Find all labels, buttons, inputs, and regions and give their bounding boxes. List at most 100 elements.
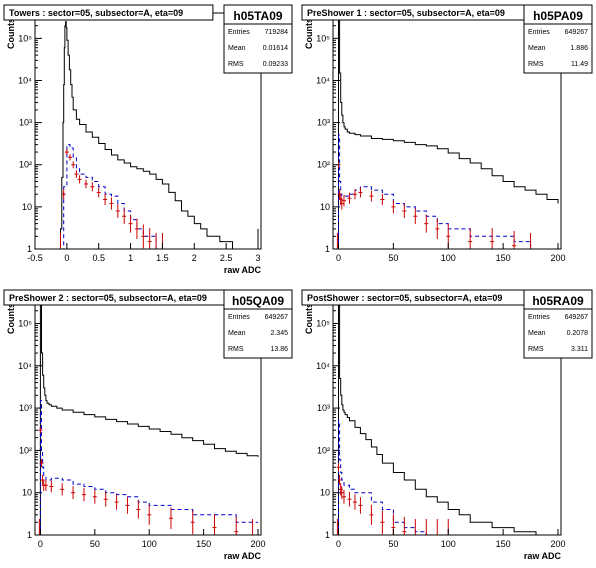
series-line xyxy=(333,293,558,536)
stats-value: 0.2078 xyxy=(567,330,589,337)
x-axis-title: raw ADC xyxy=(224,551,262,561)
x-tick-label: 150 xyxy=(496,253,511,263)
x-tick-label: 50 xyxy=(388,539,398,549)
stats-value: 649267 xyxy=(265,314,288,321)
y-tick-label: 10³ xyxy=(317,403,330,413)
x-tick-label: 200 xyxy=(550,253,565,263)
y-tick-label: 10 xyxy=(320,488,330,498)
y-tick-label: 10⁵ xyxy=(316,33,330,43)
histogram-name: h05RA09 xyxy=(532,294,584,308)
y-tick-label: 1 xyxy=(325,244,330,254)
series-1 xyxy=(333,8,559,250)
stats-box xyxy=(523,4,593,74)
histogram-panel-1: -0.5 0 0.5 1 1.5 2 2.5 3 1 10 10² 10³ 10⁴ 10⁵ raw ADC C… xyxy=(3,4,293,275)
y-tick-label: 10⁵ xyxy=(18,33,32,43)
series-line xyxy=(35,21,259,250)
series-1 xyxy=(35,295,259,536)
stats-label: RMS xyxy=(528,61,544,68)
y-tick-label: 10⁴ xyxy=(18,361,32,371)
x-tick-label: 0 xyxy=(64,253,69,263)
histogram-name: h05QA09 xyxy=(232,294,284,308)
y-tick-label: 10⁴ xyxy=(316,75,330,85)
x-tick-label: 200 xyxy=(550,539,565,549)
y-axis-title: Counts xyxy=(6,18,16,49)
stats-value: 2.345 xyxy=(270,330,288,337)
y-tick-label: 10 xyxy=(22,488,32,498)
stats-box xyxy=(523,289,593,359)
stats-label: Entries xyxy=(528,314,550,321)
stats-value: 649267 xyxy=(565,29,588,36)
x-tick-label: 0 xyxy=(38,539,43,549)
y-tick-label: 10 xyxy=(320,202,330,212)
series-3 xyxy=(335,463,451,536)
x-tick-label: 150 xyxy=(496,539,511,549)
series-2 xyxy=(337,420,558,536)
stats-label: Mean xyxy=(228,45,246,52)
y-tick-label: 10³ xyxy=(19,118,32,128)
panel-title: PostShower : sector=05, subsector=A, eta… xyxy=(307,293,502,303)
series-line xyxy=(333,8,559,250)
x-axis-title: raw ADC xyxy=(524,551,562,561)
y-tick-label: 10⁴ xyxy=(316,361,330,371)
x-tick-label: 0.5 xyxy=(92,253,105,263)
x-tick-label: 1.5 xyxy=(156,253,169,263)
x-tick-label: 200 xyxy=(250,539,265,549)
stats-label: RMS xyxy=(528,346,544,353)
y-tick-label: 10⁴ xyxy=(18,75,32,85)
x-tick-label: -0.5 xyxy=(27,253,43,263)
stats-value: 0.09233 xyxy=(263,61,288,68)
x-tick-label: 2 xyxy=(192,253,197,263)
series-3 xyxy=(58,149,165,250)
panel-title: PreShower 2 : sector=05, subsector=A, et… xyxy=(9,293,207,303)
histogram-panel-3: 0 50 100 150 200 1 10 10² 10³ 10⁴ 10⁵ raw ADC Counts… xyxy=(3,289,293,561)
y-tick-label: 10³ xyxy=(317,118,330,128)
x-tick-label: 1 xyxy=(128,253,133,263)
y-tick-label: 1 xyxy=(27,530,32,540)
series-line xyxy=(39,400,258,536)
x-tick-label: 3 xyxy=(255,253,260,263)
stats-value: 649267 xyxy=(565,314,588,321)
stats-label: Entries xyxy=(228,29,250,36)
y-axis-title: Counts xyxy=(6,303,16,334)
y-axis-title: Counts xyxy=(304,18,314,49)
stats-value: 3.311 xyxy=(571,346,588,353)
stats-label: Entries xyxy=(228,314,250,321)
x-tick-label: 50 xyxy=(90,539,100,549)
histogram-name: h05PA09 xyxy=(533,9,583,23)
y-tick-label: 10² xyxy=(317,160,330,170)
series-1 xyxy=(35,21,259,250)
stats-value: 719284 xyxy=(265,29,288,36)
stats-value: 11.49 xyxy=(571,61,588,68)
histogram-panel-2: 0 50 100 150 200 1 10 10² 10³ 10⁴ 10⁵CountsPreShow… xyxy=(301,4,593,263)
x-tick-label: 100 xyxy=(441,253,456,263)
x-tick-label: 100 xyxy=(441,539,456,549)
histogram-panel-4: 0 50 100 150 200 1 10 10² 10³ 10⁴ 10⁵ raw ADC Counts… xyxy=(301,289,593,561)
x-axis-title: raw ADC xyxy=(224,265,262,275)
stats-box xyxy=(223,289,293,359)
y-tick-label: 10² xyxy=(19,160,32,170)
x-tick-label: 150 xyxy=(196,539,211,549)
stats-box xyxy=(223,4,293,74)
x-tick-label: 0 xyxy=(336,539,341,549)
panel-title: PreShower 1 : sector=05, subsector=A, et… xyxy=(307,8,505,18)
y-tick-label: 1 xyxy=(325,530,330,540)
x-tick-label: 0 xyxy=(336,253,341,263)
stats-label: Entries xyxy=(528,29,550,36)
y-axis-title: Counts xyxy=(304,303,314,334)
stats-value: 1.886 xyxy=(570,45,588,52)
series-line xyxy=(337,420,558,536)
y-tick-label: 1 xyxy=(27,244,32,254)
stats-value: 0.01614 xyxy=(263,45,288,52)
x-tick-label: 2.5 xyxy=(220,253,233,263)
y-tick-label: 10 xyxy=(22,202,32,212)
stats-label: RMS xyxy=(228,346,244,353)
stats-label: Mean xyxy=(528,330,546,337)
stats-label: Mean xyxy=(228,330,246,337)
y-tick-label: 10⁵ xyxy=(316,318,330,328)
y-tick-label: 10⁵ xyxy=(18,318,32,328)
series-3 xyxy=(335,161,533,250)
title-box xyxy=(3,4,214,21)
series-2 xyxy=(39,400,258,536)
stats-label: RMS xyxy=(228,61,244,68)
